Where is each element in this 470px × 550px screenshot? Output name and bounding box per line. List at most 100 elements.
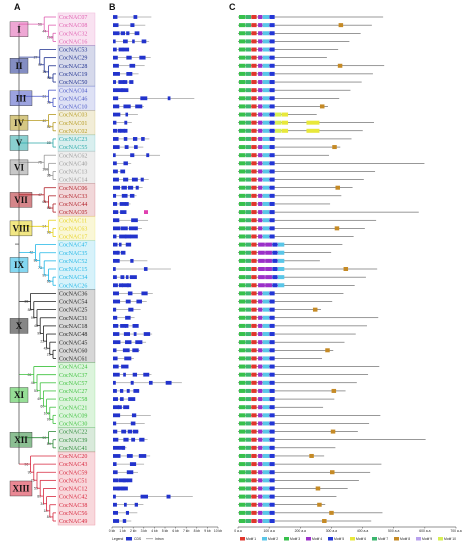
- motif-box: [281, 128, 289, 133]
- motif-box: [258, 494, 263, 499]
- cds-block: [116, 250, 120, 255]
- gene-label: CocNAC43: [59, 462, 87, 468]
- motif-box: [262, 307, 269, 312]
- motif-box: [306, 120, 320, 125]
- motif-box: [245, 323, 251, 328]
- legend-cds-swatch: [126, 537, 132, 541]
- motif-box: [251, 275, 257, 280]
- cds-block: [113, 23, 119, 28]
- cds-block: [120, 275, 125, 280]
- gene-label: CocNAC35: [59, 251, 87, 257]
- cds-block: [113, 112, 121, 117]
- motif-legend-label: Motif 6: [356, 537, 366, 541]
- motif-box: [269, 169, 275, 174]
- cds-block: [123, 80, 128, 84]
- motif-box: [269, 372, 275, 377]
- motif-box: [251, 23, 257, 28]
- gene-label: CocNAC07: [59, 15, 87, 21]
- cds-block: [120, 397, 124, 401]
- motif-box: [245, 145, 251, 150]
- motif-box: [262, 397, 269, 402]
- motif-box: [262, 71, 269, 76]
- cds-block: [124, 324, 129, 328]
- motif-box: [265, 283, 272, 288]
- motif-box: [269, 226, 275, 231]
- clade-highlight: [57, 451, 96, 526]
- gene-label: CocNAC44: [59, 202, 87, 208]
- cds-block: [120, 31, 126, 36]
- cds-block: [127, 291, 133, 296]
- gene-label: CocNAC22: [59, 430, 87, 436]
- gene-label: CocNAC56: [59, 511, 87, 517]
- motif-box: [258, 242, 265, 247]
- gene-label: CocNAC59: [59, 470, 87, 476]
- motif-box: [245, 299, 251, 304]
- cds-block: [124, 145, 129, 149]
- motif-box: [239, 128, 246, 133]
- gene-label: CocNAC29: [59, 56, 87, 62]
- motif-box: [269, 356, 275, 361]
- motif-box: [239, 388, 246, 393]
- motif-box: [269, 193, 275, 198]
- cds-block: [139, 437, 145, 442]
- motif-box: [258, 31, 263, 36]
- motif-box: [258, 421, 263, 426]
- motif-box: [269, 405, 275, 410]
- motif-box: [239, 96, 246, 101]
- motif-box: [269, 332, 275, 337]
- cds-block: [113, 275, 117, 280]
- cds-block: [120, 128, 126, 133]
- motif-box: [330, 429, 336, 434]
- motif-box: [262, 185, 269, 190]
- motif-box: [251, 307, 257, 312]
- motif-box: [262, 421, 269, 426]
- motif-legend-label: Motif 2: [268, 537, 278, 541]
- motif-box: [265, 267, 272, 271]
- cds-block: [123, 502, 127, 507]
- gene-label: CocNAC60: [59, 348, 87, 354]
- motif-box: [245, 267, 251, 271]
- motif-legend-swatch: [262, 537, 267, 541]
- cds-block: [113, 226, 121, 231]
- cds-block: [119, 234, 127, 239]
- motif-box: [245, 242, 251, 247]
- cds-block: [132, 324, 139, 328]
- motif-box: [245, 128, 251, 133]
- motif-box: [269, 104, 275, 109]
- motif-box: [251, 136, 257, 141]
- motif-box: [262, 291, 269, 296]
- gene-label: CocNAC42: [59, 495, 87, 501]
- motif-box: [245, 161, 251, 166]
- motif-box: [251, 242, 257, 247]
- motif-box: [251, 112, 257, 117]
- cds-block: [113, 161, 117, 166]
- motif-box: [245, 519, 251, 523]
- motif-box: [258, 405, 263, 410]
- motif-box: [269, 462, 275, 467]
- motif-box: [258, 55, 263, 60]
- gene-label: CocNAC10: [59, 105, 87, 111]
- motif-box: [245, 397, 251, 402]
- motif-box: [258, 63, 263, 68]
- motif-box: [332, 145, 337, 150]
- motif-box: [258, 267, 265, 271]
- motif-box: [269, 218, 275, 223]
- motif-box: [262, 201, 269, 206]
- cds-block: [118, 283, 124, 288]
- cds-block: [121, 364, 129, 369]
- motif-box: [251, 88, 257, 93]
- motif-box: [281, 112, 289, 117]
- motif-box: [251, 437, 257, 442]
- motif-box: [251, 453, 257, 458]
- group-label: VIII: [12, 224, 30, 234]
- motif-box: [262, 445, 269, 450]
- motif-box: [269, 510, 275, 515]
- axis-tick-label: 6 kb: [172, 529, 179, 533]
- motif-box: [245, 348, 251, 353]
- motif-box: [277, 283, 285, 288]
- cds-block: [130, 153, 135, 158]
- group-label: V: [16, 138, 23, 148]
- group-label: II: [15, 61, 23, 71]
- clade-highlight: [57, 215, 96, 241]
- motif-box: [239, 169, 246, 174]
